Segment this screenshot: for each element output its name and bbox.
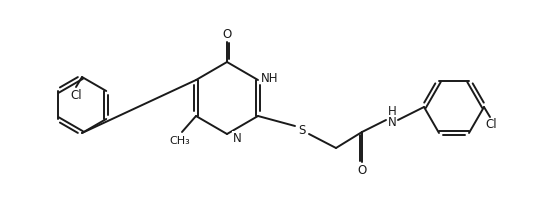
Text: Cl: Cl bbox=[485, 118, 497, 131]
Text: H: H bbox=[388, 105, 397, 117]
Text: O: O bbox=[222, 28, 232, 41]
Text: CH₃: CH₃ bbox=[170, 136, 190, 146]
Text: NH: NH bbox=[261, 71, 279, 85]
Text: Cl: Cl bbox=[70, 89, 82, 102]
Text: N: N bbox=[388, 115, 397, 129]
Text: S: S bbox=[298, 124, 306, 136]
Text: O: O bbox=[357, 165, 367, 177]
Text: N: N bbox=[233, 131, 242, 145]
